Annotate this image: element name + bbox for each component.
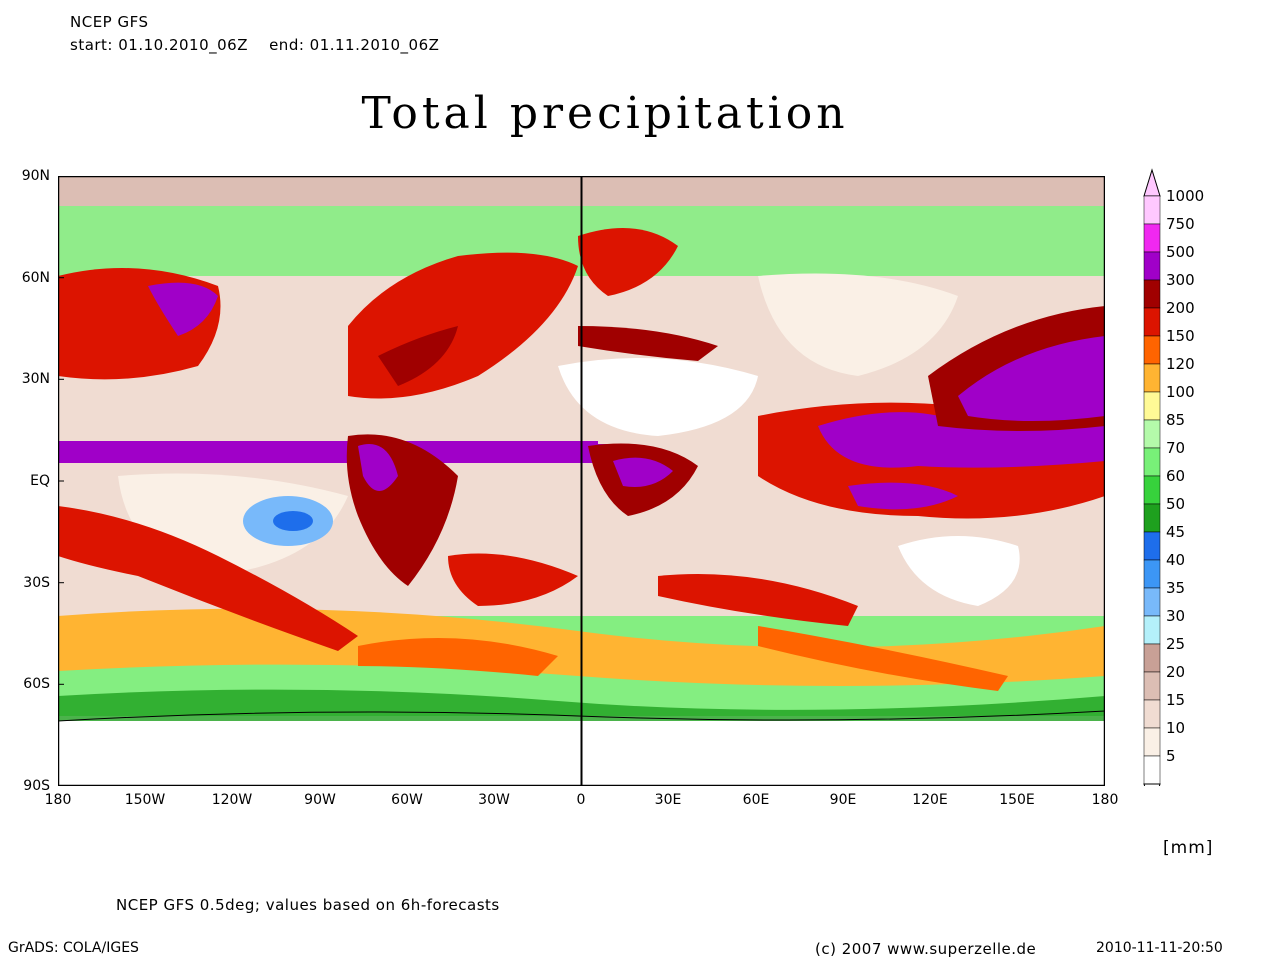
map-canvas [58, 176, 1105, 786]
colorbar-label-60: 60 [1166, 467, 1186, 485]
lon-label-60e: 60E [742, 792, 770, 808]
colorbar-label-500: 500 [1166, 243, 1195, 261]
asia-dry [758, 273, 958, 376]
grads-credit: GrADS: COLA/IGES [8, 940, 139, 956]
colorbar-swatch-25 [1143, 643, 1161, 673]
colorbar-swatch-50 [1143, 503, 1161, 533]
colorbar-swatch-15 [1143, 699, 1161, 729]
colorbar-swatch-40 [1143, 559, 1161, 589]
lat-label-30n: 30N [21, 371, 50, 387]
period-label: start: 01.10.2010_06Z end: 01.11.2010_06… [70, 36, 440, 54]
colorbar-swatch-85 [1143, 419, 1161, 449]
colorbar-swatch-100 [1143, 391, 1161, 421]
lat-label-60n: 60N [21, 270, 50, 286]
lon-label-120w: 120W [211, 792, 253, 808]
colorbar-label-15: 15 [1166, 691, 1186, 709]
lon-label-30w: 30W [478, 792, 510, 808]
antarctic-coastline [58, 710, 1105, 722]
colorbar-label-1000: 1000 [1166, 187, 1205, 205]
colorbar-swatch-10 [1143, 727, 1161, 757]
lon-label-90e: 90E [829, 792, 857, 808]
lat-label-30s: 30S [23, 575, 50, 591]
colorbar-swatch-120 [1143, 363, 1161, 393]
south-atlantic-track [448, 553, 578, 606]
lon-label-0: 0 [576, 792, 586, 808]
sahara-dry [558, 358, 758, 436]
colorbar-label-25: 25 [1166, 635, 1186, 653]
colorbar-label-100: 100 [1166, 383, 1195, 401]
colorbar-bottom-arrow [1143, 783, 1161, 786]
colorbar-top-arrow [1143, 168, 1161, 197]
lon-label-60w: 60W [391, 792, 423, 808]
spcz [58, 506, 358, 651]
colorbar-label-20: 20 [1166, 663, 1186, 681]
chart-title: Total precipitation [361, 88, 849, 139]
colorbar-label-40: 40 [1166, 551, 1186, 569]
colorbar-swatch-30 [1143, 615, 1161, 645]
colorbar-swatch-500 [1143, 251, 1161, 281]
lon-label-180e: 180 [1091, 792, 1119, 808]
lon-label-150e: 150E [999, 792, 1035, 808]
unit-label: [mm] [1163, 838, 1214, 858]
colorbar-swatch-1000 [1143, 195, 1161, 225]
colorbar-swatch-150 [1143, 335, 1161, 365]
colorbar-label-200: 200 [1166, 299, 1195, 317]
lon-label-90w: 90W [304, 792, 336, 808]
colorbar-label-45: 45 [1166, 523, 1186, 541]
lon-label-180w: 180 [44, 792, 72, 808]
lon-label-30e: 30E [654, 792, 682, 808]
colorbar-swatch-20 [1143, 671, 1161, 701]
lat-label-90n: 90N [21, 168, 50, 184]
copyright: (c) 2007 www.superzelle.de [815, 940, 1037, 958]
colorbar-label-300: 300 [1166, 271, 1195, 289]
colorbar-swatch-70 [1143, 447, 1161, 477]
colorbar-label-120: 120 [1166, 355, 1195, 373]
colorbar-label-5: 5 [1166, 747, 1176, 765]
map-frame [58, 176, 1105, 786]
colorbar-label-10: 10 [1166, 719, 1186, 737]
footnote: NCEP GFS 0.5deg; values based on 6h-fore… [116, 896, 500, 914]
colorbar-label-750: 750 [1166, 215, 1195, 233]
colorbar-label-50: 50 [1166, 495, 1186, 513]
colorbar-label-70: 70 [1166, 439, 1186, 457]
colorbar-swatch-35 [1143, 587, 1161, 617]
colorbar-swatch-45 [1143, 531, 1161, 561]
timestamp: 2010-11-11-20:50 [1096, 940, 1223, 956]
colorbar-label-150: 150 [1166, 327, 1195, 345]
lon-label-150w: 150W [124, 792, 166, 808]
lat-label-60s: 60S [23, 676, 50, 692]
lon-label-120e: 120E [912, 792, 948, 808]
precipitation-map [58, 176, 1105, 786]
colorbar-label-85: 85 [1166, 411, 1186, 429]
colorbar-swatch-5 [1143, 755, 1161, 785]
colorbar-swatch-60 [1143, 475, 1161, 505]
lat-label-90s: 90S [23, 778, 50, 794]
colorbar-swatch-300 [1143, 279, 1161, 309]
australia-dry [898, 536, 1020, 606]
colorbar-swatch-750 [1143, 223, 1161, 253]
norwegian-sea [578, 228, 678, 296]
model-label: NCEP GFS [70, 13, 149, 31]
colorbar-label-35: 35 [1166, 579, 1186, 597]
colorbar [1143, 168, 1161, 786]
colorbar-label-30: 30 [1166, 607, 1186, 625]
lat-label-eq: EQ [30, 473, 50, 489]
colorbar-swatch-200 [1143, 307, 1161, 337]
